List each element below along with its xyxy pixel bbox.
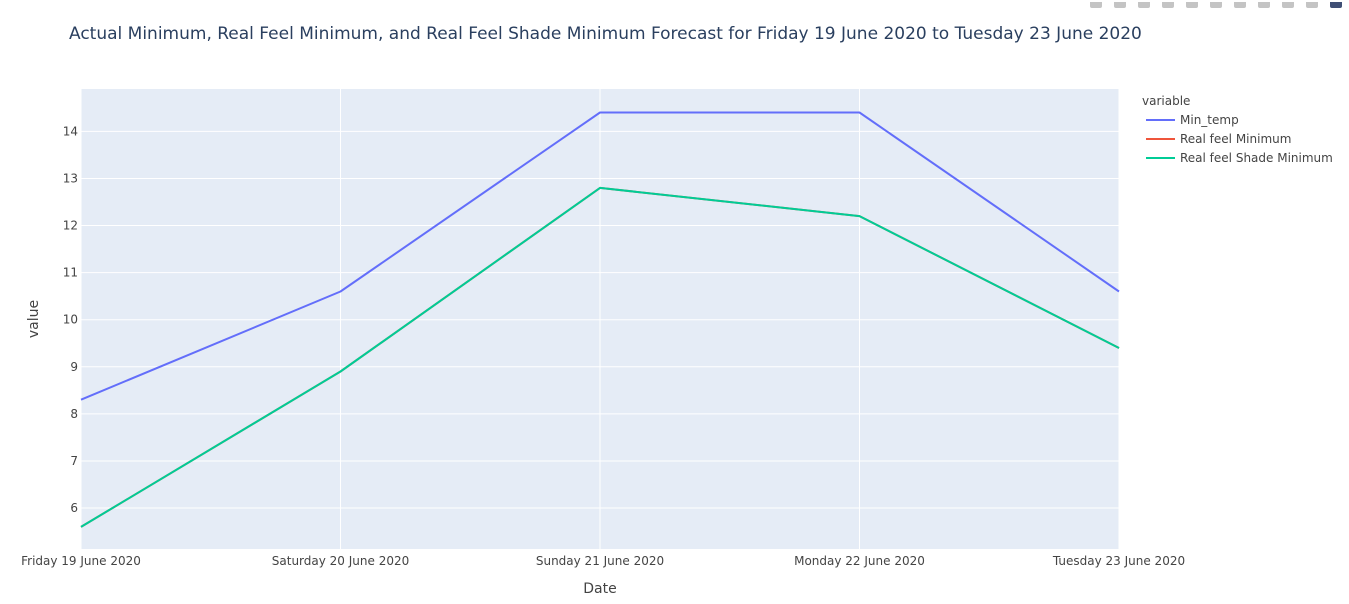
x-tick-label: Monday 22 June 2020 bbox=[794, 554, 925, 568]
reset-axes-icon[interactable] bbox=[1233, 0, 1247, 8]
camera-icon[interactable] bbox=[1089, 0, 1103, 8]
legend-label: Min_temp bbox=[1180, 113, 1239, 127]
autoscale-icon[interactable] bbox=[1209, 0, 1223, 8]
chart-title: Actual Minimum, Real Feel Minimum, and R… bbox=[69, 24, 1142, 44]
hover-compare-icon[interactable] bbox=[1305, 0, 1319, 8]
spike-lines-icon[interactable] bbox=[1257, 0, 1271, 8]
zoom-out-icon[interactable] bbox=[1185, 0, 1199, 8]
modebar bbox=[1089, 0, 1343, 8]
zoom-in-icon[interactable] bbox=[1161, 0, 1175, 8]
y-tick-label: 7 bbox=[70, 454, 78, 468]
y-tick-label: 13 bbox=[63, 171, 78, 185]
legend-item[interactable]: Real feel Minimum bbox=[1146, 132, 1291, 146]
pan-icon[interactable] bbox=[1137, 0, 1151, 8]
y-axis-ticks: 6 7 8 9 10 11 12 13 14 bbox=[63, 124, 78, 515]
x-tick-label: Saturday 20 June 2020 bbox=[272, 554, 409, 568]
x-tick-label: Tuesday 23 June 2020 bbox=[1052, 554, 1185, 568]
y-tick-label: 9 bbox=[70, 360, 78, 374]
legend-item[interactable]: Real feel Shade Minimum bbox=[1146, 151, 1333, 165]
x-axis-title: Date bbox=[583, 581, 616, 597]
y-tick-label: 11 bbox=[63, 266, 78, 280]
y-tick-label: 6 bbox=[70, 501, 78, 515]
y-tick-label: 10 bbox=[63, 313, 78, 327]
legend-title: variable bbox=[1142, 94, 1190, 108]
hover-closest-icon[interactable] bbox=[1281, 0, 1295, 8]
y-tick-label: 8 bbox=[70, 407, 78, 421]
zoom-icon[interactable] bbox=[1113, 0, 1127, 8]
y-tick-label: 12 bbox=[63, 219, 78, 233]
legend-label: Real feel Shade Minimum bbox=[1180, 151, 1333, 165]
series-line-min-temp bbox=[80, 111, 1120, 401]
legend: variable Min_temp Real feel Minimum Real f… bbox=[1142, 94, 1333, 165]
legend-item[interactable]: Min_temp bbox=[1146, 113, 1239, 127]
legend-label: Real feel Minimum bbox=[1180, 132, 1291, 146]
y-tick-label: 14 bbox=[63, 124, 78, 138]
x-axis-ticks: Friday 19 June 2020 Saturday 20 June 2020… bbox=[21, 554, 1185, 568]
plotly-logo-icon[interactable] bbox=[1329, 0, 1343, 8]
gridlines bbox=[80, 89, 1120, 549]
y-axis-title: value bbox=[26, 300, 42, 338]
series-lines bbox=[80, 111, 1120, 528]
series-line-real-feel-shade-minimum bbox=[80, 186, 1120, 528]
x-tick-label: Sunday 21 June 2020 bbox=[536, 554, 664, 568]
x-tick-label: Friday 19 June 2020 bbox=[21, 554, 141, 568]
